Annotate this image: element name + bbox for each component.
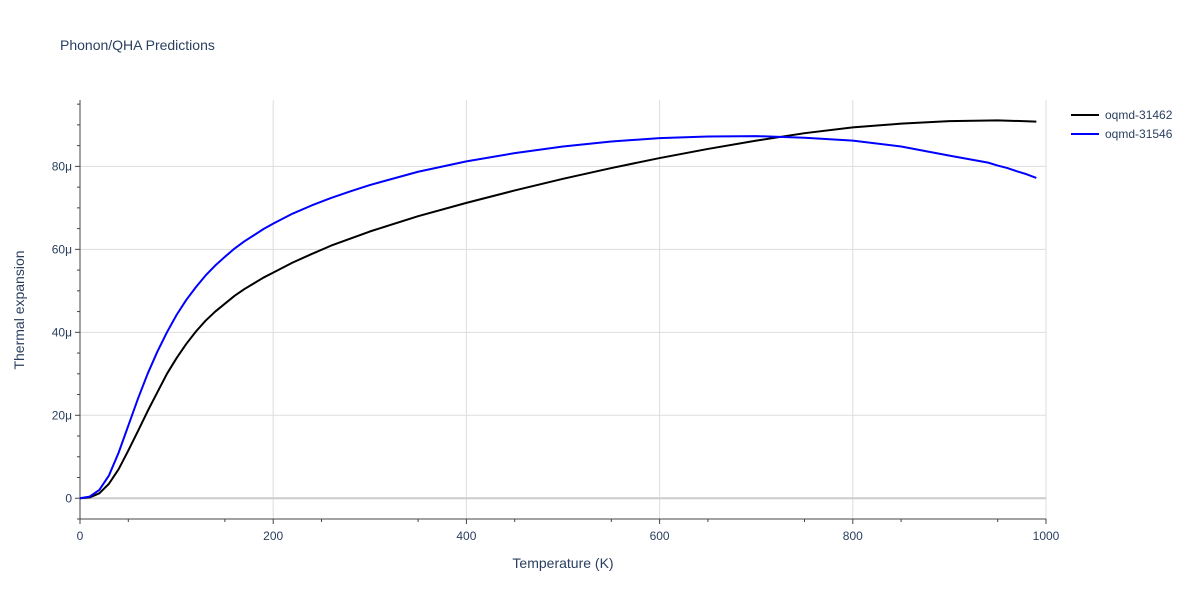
x-tick-label: 0: [77, 529, 84, 543]
y-tick-label: 0: [65, 491, 72, 505]
series-line-oqmd-31546: [79, 135, 1037, 500]
y-tick-label: 20μ: [52, 408, 72, 422]
x-axis-title: Temperature (K): [512, 555, 613, 571]
y-tick-label: 40μ: [52, 325, 72, 339]
series-line-oqmd-31462: [79, 119, 1037, 500]
legend-label: oqmd-31546: [1105, 127, 1173, 141]
x-tick-label: 200: [263, 529, 283, 543]
x-tick-label: 400: [456, 529, 476, 543]
x-tick-label: 800: [843, 529, 863, 543]
y-tick-label: 60μ: [52, 242, 72, 256]
axes: 0 200 400 600 800 1000 0 20μ 40μ 60μ 80μ: [52, 100, 1060, 543]
grid: [80, 100, 1047, 519]
chart-title: Phonon/QHA Predictions: [60, 37, 215, 53]
legend-label: oqmd-31462: [1105, 108, 1173, 122]
legend-item-oqmd-31546[interactable]: oqmd-31546: [1071, 127, 1173, 141]
y-tick-label: 80μ: [52, 159, 72, 173]
x-tick-label: 600: [650, 529, 670, 543]
legend-item-oqmd-31462[interactable]: oqmd-31462: [1071, 108, 1173, 122]
series-lines: [79, 119, 1037, 500]
x-tick-label: 1000: [1033, 529, 1060, 543]
legend[interactable]: oqmd-31462 oqmd-31546: [1071, 108, 1173, 141]
y-axis-title: Thermal expansion: [11, 250, 27, 369]
